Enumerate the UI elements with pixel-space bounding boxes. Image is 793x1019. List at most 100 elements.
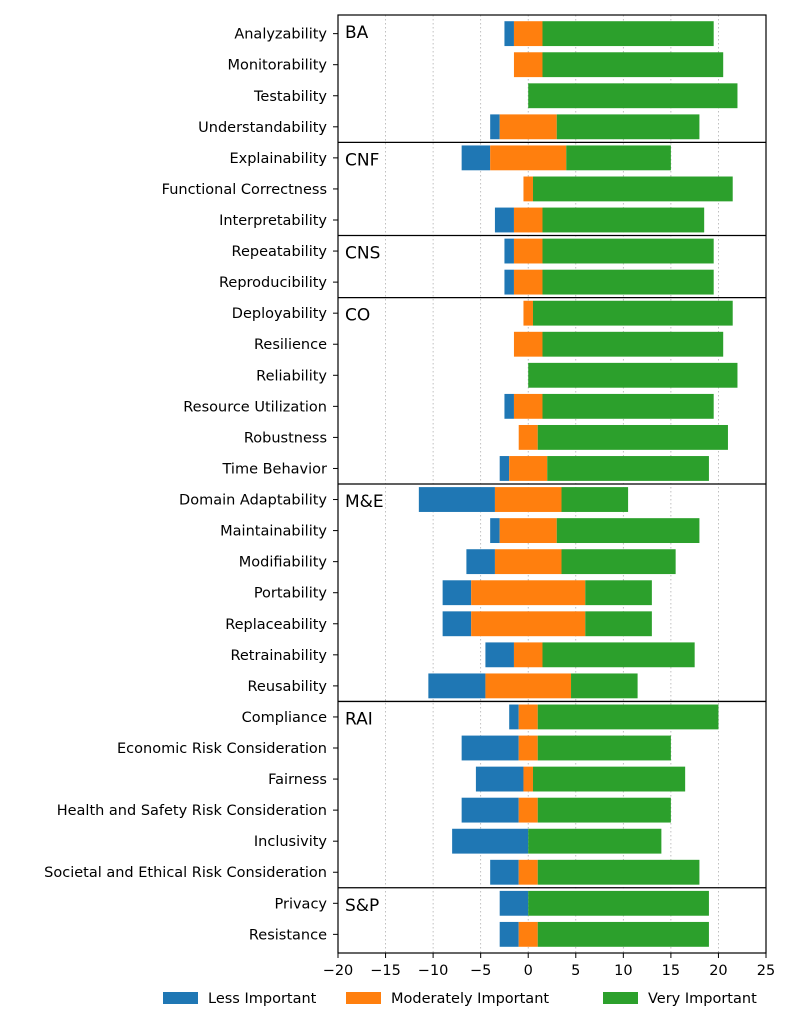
bar-very-important (537, 859, 700, 885)
bar-less-important (418, 487, 495, 512)
bar-very-important (542, 52, 724, 78)
group-label: M&E (345, 492, 384, 512)
bar-less-important (509, 704, 519, 730)
bar-less-important (461, 145, 491, 171)
group-label: CO (345, 306, 370, 326)
category-label: Inclusivity (254, 834, 328, 850)
bar-less-important (504, 238, 514, 264)
category-label: Portability (254, 586, 328, 602)
bar-very-important (537, 704, 719, 730)
bar-moderately-important (513, 393, 543, 419)
group-label: CNF (345, 150, 379, 170)
legend-swatch (163, 992, 198, 1004)
bar-less-important (428, 673, 486, 699)
bar-moderately-important (471, 580, 586, 606)
x-tick-label: −10 (418, 963, 449, 979)
legend-label: Very Important (648, 991, 757, 1007)
bar-moderately-important (518, 921, 538, 947)
category-label: Reliability (256, 368, 327, 384)
category-label: Domain Adaptability (179, 493, 327, 509)
bar-moderately-important (490, 145, 567, 171)
category-label: Societal and Ethical Risk Consideration (44, 865, 327, 881)
bar-very-important (537, 921, 709, 947)
bar-moderately-important (509, 456, 548, 481)
bar-moderately-important (513, 642, 543, 668)
bar-moderately-important (518, 735, 538, 761)
category-label: Resource Utilization (183, 399, 327, 415)
bars (418, 21, 738, 947)
category-label: Privacy (275, 896, 328, 912)
bar-moderately-important (523, 766, 533, 792)
bar-very-important (532, 300, 733, 326)
bar-very-important (542, 207, 705, 233)
bar-very-important (561, 487, 629, 512)
category-label: Explainability (229, 151, 327, 167)
bar-very-important (528, 83, 738, 109)
category-label: Health and Safety Risk Consideration (57, 803, 327, 819)
category-label: Understandability (198, 120, 327, 136)
bar-less-important (461, 797, 519, 823)
bar-moderately-important (513, 238, 543, 264)
x-tick-label: 0 (524, 963, 533, 979)
bar-very-important (561, 549, 676, 575)
bar-very-important (537, 424, 728, 450)
bar-very-important (556, 518, 700, 544)
bar-moderately-important (471, 611, 586, 637)
bar-moderately-important (523, 176, 533, 202)
bar-less-important (504, 393, 514, 419)
bar-less-important (499, 890, 529, 916)
legend-label: Less Important (208, 991, 317, 1007)
x-tick-label: 10 (614, 963, 632, 979)
bar-less-important (490, 859, 519, 885)
bar-moderately-important (523, 300, 533, 326)
bar-very-important (542, 331, 724, 357)
group-separators (338, 141, 766, 889)
bar-moderately-important (499, 518, 557, 544)
category-label: Replaceability (225, 617, 327, 633)
bar-very-important (542, 642, 695, 668)
bar-moderately-important (494, 487, 562, 512)
category-label: Repeatability (232, 244, 328, 260)
bar-very-important (537, 797, 671, 823)
bar-moderately-important (499, 114, 557, 140)
category-label: Deployability (232, 306, 328, 322)
x-tick-label: −5 (470, 963, 491, 979)
category-label: Reusability (247, 679, 327, 695)
legend-swatch (346, 992, 381, 1004)
bar-less-important (466, 549, 495, 575)
bar-very-important (542, 21, 714, 47)
bar-very-important (585, 611, 652, 637)
x-tick-label: 20 (709, 963, 727, 979)
bar-very-important (542, 238, 714, 264)
category-label: Retrainability (230, 648, 327, 664)
x-axis: −20 −15 −10 −5 0 5 10 15 20 25 (323, 953, 775, 979)
x-tick-label: −20 (323, 963, 354, 979)
bar-very-important (571, 673, 638, 699)
bar-less-important (499, 921, 519, 947)
group-label: RAI (345, 709, 373, 729)
bar-less-important (485, 642, 514, 668)
bar-less-important (504, 269, 514, 295)
group-labels: BA CNF CNS CO M&E RAI S&P (345, 23, 384, 916)
category-label: Functional Correctness (162, 182, 327, 198)
category-label: Compliance (242, 710, 327, 726)
bar-moderately-important (518, 797, 538, 823)
bar-less-important (499, 456, 510, 481)
bar-very-important (542, 269, 714, 295)
bar-moderately-important (518, 424, 538, 450)
bar-less-important (442, 611, 472, 637)
bar-less-important (442, 580, 472, 606)
category-label: Resistance (249, 927, 327, 943)
plot-frame (337, 14, 767, 954)
category-label: Testability (253, 89, 327, 105)
bar-very-important (537, 735, 671, 761)
bar-moderately-important (513, 269, 543, 295)
x-tick-label: 25 (757, 963, 775, 979)
bar-very-important (528, 890, 709, 916)
bar-less-important (461, 735, 519, 761)
bar-moderately-important (518, 859, 538, 885)
group-label: S&P (345, 896, 379, 916)
bar-moderately-important (513, 52, 543, 78)
bar-less-important (475, 766, 524, 792)
